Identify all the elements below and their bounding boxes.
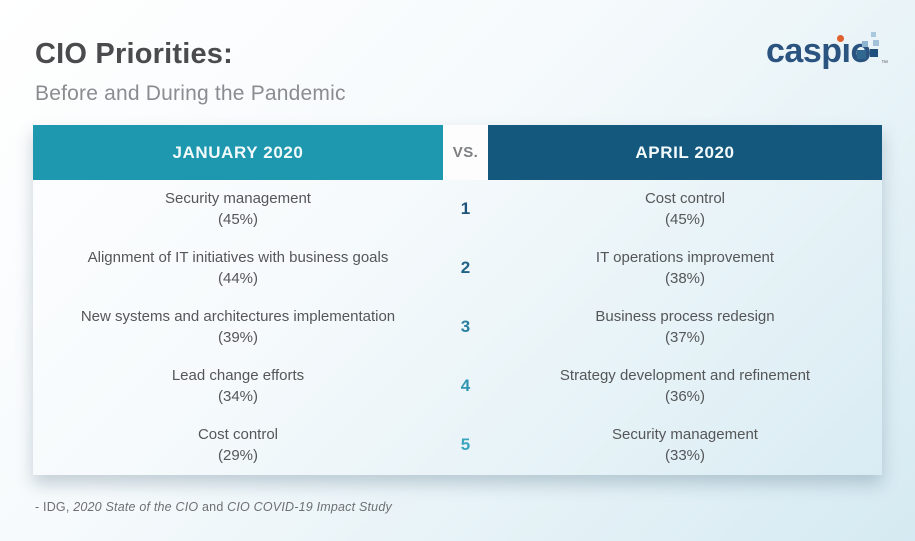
priority-label: New systems and architectures implementa… (80, 308, 396, 326)
rank-cell: 3 (460, 317, 471, 337)
priority-percentage: (38%) (664, 269, 705, 287)
priority-percentage: (33%) (664, 446, 705, 464)
caspio-logo-squares-icon: ™ (857, 30, 889, 70)
source-study-2: CIO COVID-19 Impact Study (227, 500, 392, 514)
priority-percentage: (29%) (217, 446, 258, 464)
priority-label: Business process redesign (595, 308, 775, 326)
source-connector: and (198, 500, 228, 514)
april-priority-cell: Business process redesign (37%) (488, 298, 882, 357)
priority-percentage: (45%) (664, 210, 705, 228)
rank-cell: 2 (460, 258, 471, 278)
column-header-april-2020: APRIL 2020 (488, 125, 882, 180)
column-header-vs: VS. (443, 125, 488, 180)
april-priority-cell: Strategy development and refinement (36%… (488, 357, 882, 416)
trademark-symbol: ™ (881, 60, 888, 67)
column-header-january-2020: JANUARY 2020 (33, 125, 443, 180)
rank-cell: 5 (460, 435, 471, 455)
april-priority-cell: IT operations improvement (38%) (488, 239, 882, 298)
priority-label: Security management (612, 426, 758, 444)
caspio-logo: caspıo ™ (766, 32, 896, 74)
page-subtitle: Before and During the Pandemic (35, 82, 346, 105)
priority-label: Cost control (197, 426, 279, 444)
priority-label: Security management (165, 190, 311, 208)
january-priority-cell: Alignment of IT initiatives with busines… (33, 239, 443, 298)
january-priority-cell: New systems and architectures implementa… (33, 298, 443, 357)
rank-cell: 4 (460, 376, 471, 396)
april-priority-cell: Security management (33%) (488, 416, 882, 475)
april-priority-cell: Cost control (45%) (488, 180, 882, 239)
priority-label: IT operations improvement (595, 249, 775, 267)
source-prefix: - IDG, (35, 500, 74, 514)
caspio-logo-text: caspıo (766, 32, 871, 70)
priority-label: Cost control (644, 190, 726, 208)
caspio-logo-orange-dot-icon (837, 35, 844, 42)
page-title: CIO Priorities: (35, 38, 233, 70)
january-priority-cell: Security management (45%) (33, 180, 443, 239)
priority-label: Strategy development and refinement (559, 367, 811, 385)
source-study-1: 2020 State of the CIO (73, 500, 199, 514)
priority-percentage: (44%) (217, 269, 258, 287)
comparison-table: JANUARY 2020 VS. APRIL 2020 Security man… (33, 125, 882, 475)
priority-label: Lead change efforts (171, 367, 305, 385)
source-citation: - IDG, 2020 State of the CIO and CIO COV… (35, 500, 392, 514)
january-priority-cell: Cost control (29%) (33, 416, 443, 475)
january-priority-cell: Lead change efforts (34%) (33, 357, 443, 416)
priority-percentage: (36%) (664, 387, 705, 405)
priority-percentage: (45%) (217, 210, 258, 228)
priority-label: Alignment of IT initiatives with busines… (87, 249, 389, 267)
priority-percentage: (37%) (664, 328, 705, 346)
rank-cell: 1 (460, 199, 471, 219)
priority-percentage: (39%) (217, 328, 258, 346)
priority-percentage: (34%) (217, 387, 258, 405)
